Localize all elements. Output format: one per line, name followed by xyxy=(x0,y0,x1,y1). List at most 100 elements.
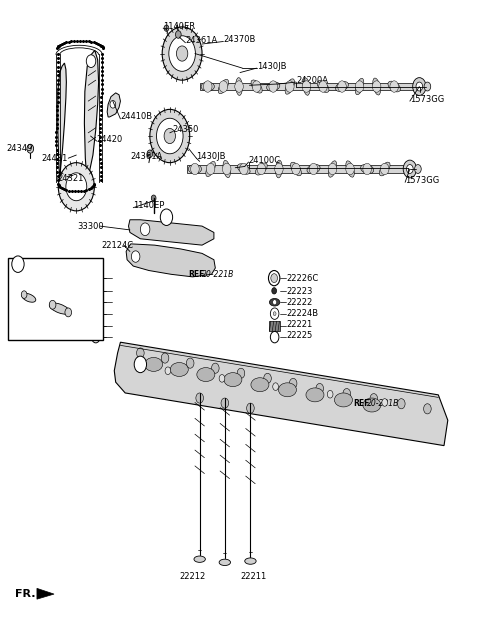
Circle shape xyxy=(286,81,294,92)
Ellipse shape xyxy=(328,161,336,177)
Text: REF.: REF. xyxy=(353,399,371,408)
Bar xyxy=(187,165,408,173)
Text: 22211: 22211 xyxy=(240,572,266,582)
Text: 1140ER: 1140ER xyxy=(163,22,195,31)
Ellipse shape xyxy=(49,303,70,314)
Text: 22212: 22212 xyxy=(179,572,205,582)
Circle shape xyxy=(21,291,27,298)
Text: 22226C: 22226C xyxy=(57,275,90,284)
Ellipse shape xyxy=(251,378,269,392)
Ellipse shape xyxy=(22,293,36,302)
Circle shape xyxy=(66,173,87,201)
Circle shape xyxy=(289,378,297,388)
Circle shape xyxy=(49,300,56,309)
Circle shape xyxy=(270,332,279,343)
Text: 24431: 24431 xyxy=(42,154,68,163)
Circle shape xyxy=(191,163,199,175)
Circle shape xyxy=(151,195,156,202)
Ellipse shape xyxy=(373,78,381,95)
Text: 33300: 33300 xyxy=(78,221,104,230)
Ellipse shape xyxy=(388,81,400,92)
Bar xyxy=(9,258,103,340)
Text: 22221: 22221 xyxy=(57,320,84,329)
Ellipse shape xyxy=(317,81,329,92)
Text: 24361A: 24361A xyxy=(185,36,218,45)
Text: 22224B: 22224B xyxy=(287,309,319,318)
Polygon shape xyxy=(58,63,66,180)
Ellipse shape xyxy=(360,164,374,173)
Circle shape xyxy=(252,81,261,92)
Ellipse shape xyxy=(266,82,280,91)
Ellipse shape xyxy=(224,372,242,387)
Text: 24361A: 24361A xyxy=(130,152,162,161)
Circle shape xyxy=(110,100,116,108)
Polygon shape xyxy=(107,93,120,117)
Text: 1573GG: 1573GG xyxy=(405,176,439,185)
Circle shape xyxy=(169,36,195,71)
Circle shape xyxy=(90,271,101,285)
Circle shape xyxy=(390,81,398,92)
Circle shape xyxy=(237,368,245,378)
Polygon shape xyxy=(114,342,448,445)
Circle shape xyxy=(271,274,277,283)
Circle shape xyxy=(272,287,276,294)
Text: 22221: 22221 xyxy=(287,320,313,329)
Circle shape xyxy=(160,209,173,225)
Circle shape xyxy=(177,46,188,61)
Circle shape xyxy=(212,363,219,373)
Text: 24355: 24355 xyxy=(43,316,67,324)
Circle shape xyxy=(319,81,327,92)
Circle shape xyxy=(269,81,277,92)
Circle shape xyxy=(92,332,100,343)
Ellipse shape xyxy=(238,164,250,174)
Ellipse shape xyxy=(363,398,381,412)
Ellipse shape xyxy=(194,556,205,563)
Text: 24349: 24349 xyxy=(7,144,33,153)
Circle shape xyxy=(219,374,225,382)
Ellipse shape xyxy=(303,78,310,95)
Ellipse shape xyxy=(245,558,256,564)
Circle shape xyxy=(270,308,279,319)
Circle shape xyxy=(413,77,426,95)
Ellipse shape xyxy=(290,162,301,176)
Circle shape xyxy=(355,81,364,92)
Text: 22223: 22223 xyxy=(57,287,84,296)
Text: 22223: 22223 xyxy=(287,287,313,296)
Ellipse shape xyxy=(218,79,228,93)
Circle shape xyxy=(12,256,24,273)
Text: 24410B: 24410B xyxy=(120,113,153,122)
Circle shape xyxy=(86,55,96,67)
Text: 22225: 22225 xyxy=(57,332,84,340)
Text: 21516A: 21516A xyxy=(13,280,42,290)
Circle shape xyxy=(268,271,280,285)
Text: 20-221B: 20-221B xyxy=(367,399,399,408)
Text: 22226C: 22226C xyxy=(287,275,319,284)
Polygon shape xyxy=(37,588,54,599)
Circle shape xyxy=(156,118,183,154)
Ellipse shape xyxy=(346,161,354,177)
Circle shape xyxy=(150,109,190,163)
Text: REF.: REF. xyxy=(188,270,206,279)
Text: 22222: 22222 xyxy=(287,298,313,307)
Circle shape xyxy=(58,163,95,211)
Ellipse shape xyxy=(236,77,242,95)
Circle shape xyxy=(407,164,413,173)
Ellipse shape xyxy=(336,82,348,92)
Bar xyxy=(200,83,420,90)
Polygon shape xyxy=(126,244,216,277)
Text: FR.: FR. xyxy=(14,589,35,599)
Circle shape xyxy=(164,25,169,31)
Circle shape xyxy=(370,394,378,404)
Circle shape xyxy=(424,82,431,91)
Text: 22124C: 22124C xyxy=(101,241,133,250)
Circle shape xyxy=(176,31,181,38)
Ellipse shape xyxy=(276,160,282,178)
Ellipse shape xyxy=(170,362,188,376)
Circle shape xyxy=(273,300,276,305)
Circle shape xyxy=(240,163,248,175)
Circle shape xyxy=(264,373,271,383)
Text: 20-221B: 20-221B xyxy=(202,270,234,279)
Circle shape xyxy=(134,356,146,372)
Circle shape xyxy=(363,163,372,175)
Circle shape xyxy=(235,81,243,92)
